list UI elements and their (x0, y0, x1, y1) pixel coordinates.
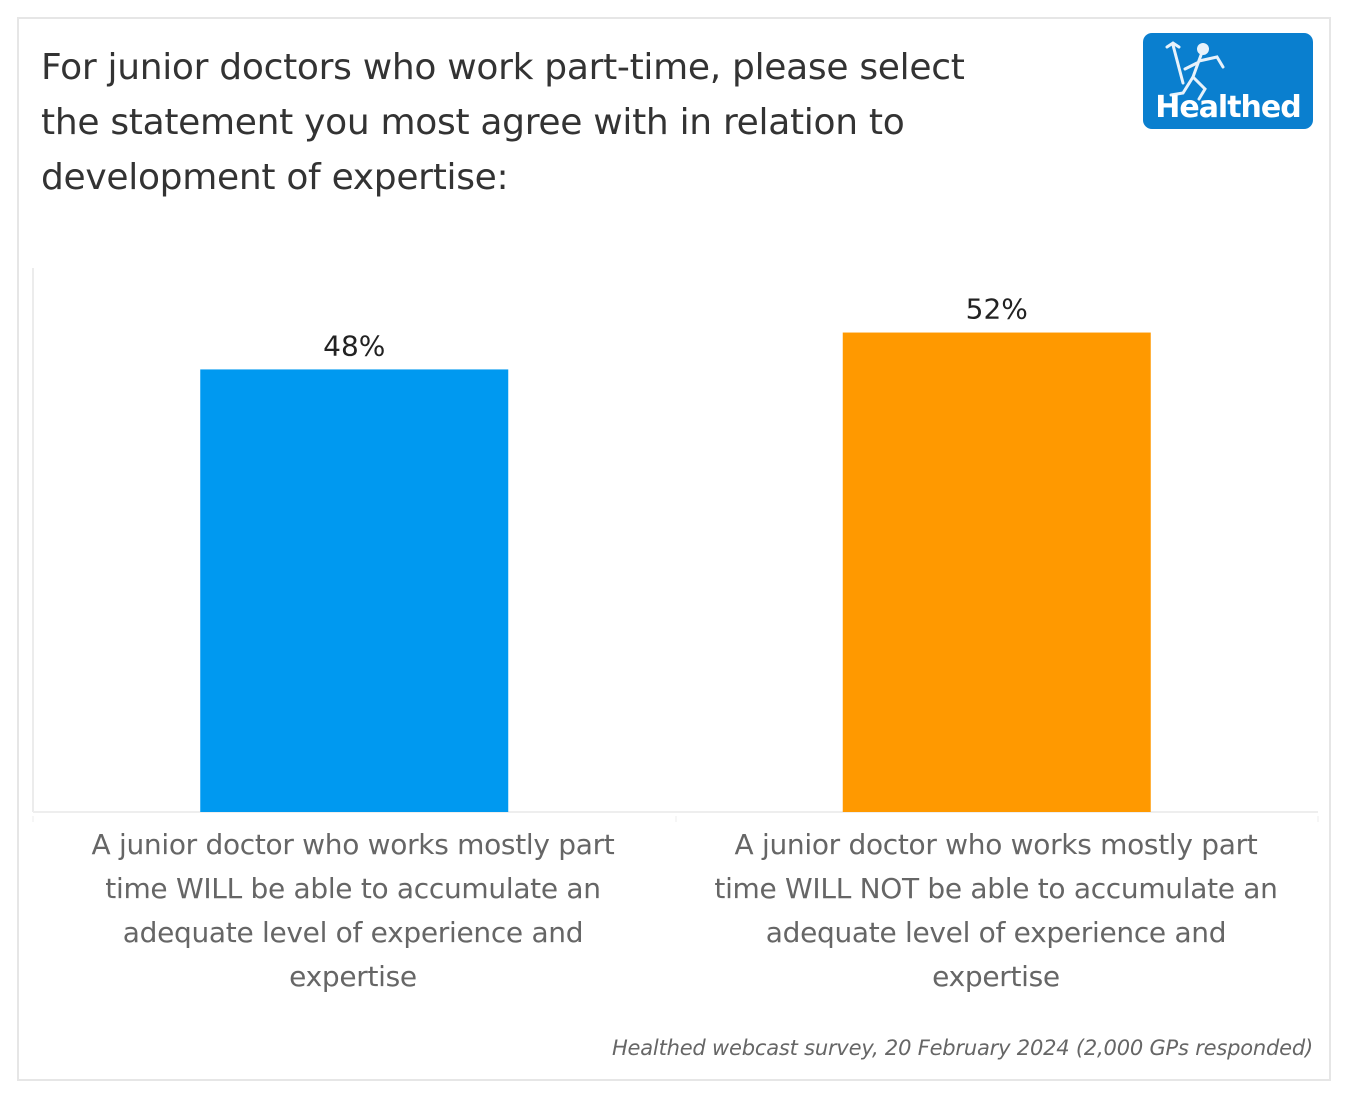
category-label-line: expertise (289, 960, 417, 993)
healthed-logo: Healthed (1143, 33, 1313, 129)
category-label-line: time WILL be able to accumulate an (105, 872, 601, 905)
category-label-line: adequate level of experience and (765, 916, 1227, 949)
title-line: the statement you most agree with in rel… (41, 102, 905, 143)
category-label-line: A junior doctor who works mostly part (91, 828, 615, 861)
logo-text: Healthed (1155, 90, 1301, 125)
category-label-line: expertise (932, 960, 1060, 993)
value-label: 52% (966, 293, 1028, 326)
title-line: development of expertise: (41, 157, 509, 198)
category-label-line: time WILL NOT be able to accumulate an (714, 872, 1278, 905)
running-figure-with-caduceus-icon: Healthed (1155, 41, 1302, 125)
category-label-line: A junior doctor who works mostly part (734, 828, 1258, 861)
source-footnote: Healthed webcast survey, 20 February 202… (611, 1036, 1313, 1060)
category-label: A junior doctor who works mostly part ti… (43, 823, 663, 999)
title-line: For junior doctors who work part-time, p… (41, 47, 965, 88)
category-label: A junior doctor who works mostly part ti… (686, 823, 1306, 999)
value-label: 48% (323, 329, 385, 362)
bar-1 (200, 369, 509, 812)
bar-2 (842, 332, 1151, 812)
chart-title: For junior doctors who work part-time, p… (41, 40, 1041, 205)
category-label-line: adequate level of experience and (122, 916, 584, 949)
